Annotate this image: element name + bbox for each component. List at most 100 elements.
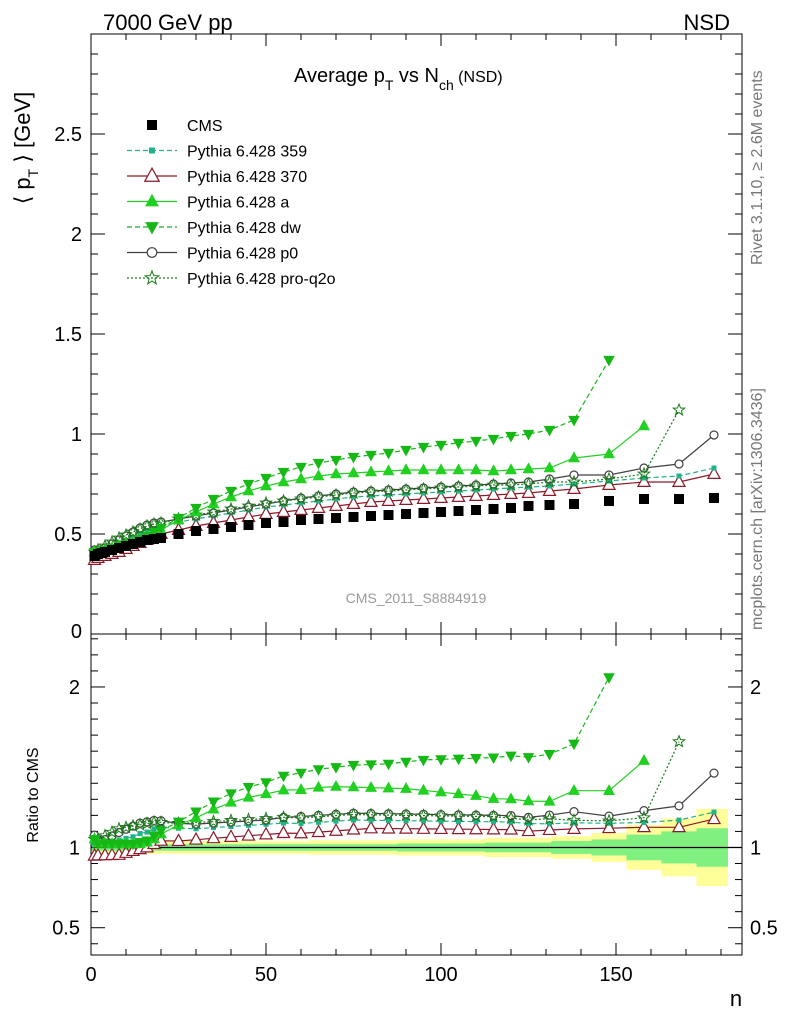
ratio-y-tick-label-right: 2	[750, 677, 761, 699]
data-point-pq2o	[636, 466, 652, 481]
legend-marker-pdw	[145, 222, 159, 235]
ratio-point-p359	[456, 818, 461, 824]
ratio-y-tick-label-right: 1	[750, 837, 761, 859]
ratio-point-pdw	[365, 760, 377, 771]
data-point-pq2o	[503, 477, 519, 492]
ratio-series-pdw	[88, 673, 615, 851]
ratio-point-pdw	[505, 751, 517, 763]
data-point-cms	[348, 512, 359, 522]
ratio-point-p359	[193, 826, 199, 832]
data-point-p359	[351, 494, 356, 500]
data-point-p359	[473, 487, 479, 493]
ratio-point-pdw	[225, 789, 237, 800]
ratio-point-pq2o	[276, 810, 291, 824]
data-point-cms	[226, 522, 236, 532]
data-point-pa	[435, 463, 447, 475]
ratio-point-p359	[316, 819, 321, 825]
ratio-point-pq2o	[521, 812, 536, 826]
ratio-point-p359	[526, 821, 531, 827]
data-point-p359	[386, 492, 391, 498]
data-point-cms	[278, 517, 289, 527]
ratio-point-pa	[487, 792, 500, 803]
data-point-pq2o	[398, 482, 414, 497]
ratio-point-p359	[137, 831, 143, 837]
data-point-pdw	[260, 473, 272, 485]
data-point-pp0	[243, 502, 254, 512]
data-point-p359	[421, 490, 426, 496]
ratio-point-pa	[435, 785, 447, 797]
data-point-pdw	[522, 429, 535, 441]
data-point-pp0	[261, 499, 271, 509]
data-point-cms	[639, 494, 649, 504]
ratio-point-p370	[433, 821, 449, 835]
data-point-pq2o	[293, 491, 309, 506]
ratio-point-p359	[491, 819, 496, 825]
header-right-label: NSD	[684, 10, 730, 35]
ratio-y-tick-label-right: 0.5	[750, 918, 778, 940]
legend-marker-pq2o	[143, 269, 161, 285]
ratio-point-pa	[295, 783, 307, 794]
legend-label-p370: Pythia 6.428 370	[187, 169, 307, 186]
ratio-point-pq2o	[363, 807, 379, 821]
data-point-pa	[277, 475, 290, 487]
data-point-pdw	[172, 513, 185, 525]
ratio-series-pq2o	[87, 734, 687, 846]
ratio-point-p370	[171, 833, 186, 847]
ratio-panel-frame	[90, 633, 743, 956]
ratio-point-p370	[503, 821, 519, 835]
ratio-point-pdw	[312, 765, 325, 776]
ratio-point-p370	[381, 820, 396, 834]
data-point-cms	[366, 511, 376, 521]
legend-label-cms: CMS	[187, 118, 223, 135]
data-point-pq2o	[433, 480, 449, 495]
data-point-cms	[523, 501, 534, 511]
legend-label-pp0: Pythia 6.428 p0	[187, 246, 298, 263]
data-point-cms	[674, 494, 684, 504]
ratio-point-p359	[508, 819, 514, 825]
ratio-point-pq2o	[153, 814, 169, 829]
data-point-p359	[456, 488, 461, 494]
data-point-pdw	[365, 450, 377, 462]
legend-label-pdw: Pythia 6.428 dw	[187, 220, 301, 237]
ratio-point-pa	[242, 790, 255, 802]
data-point-pq2o	[416, 481, 431, 496]
ratio-point-pq2o	[139, 816, 155, 830]
ratio-point-pq2o	[486, 809, 501, 823]
data-point-cms	[100, 547, 110, 557]
x-tick-label: 100	[424, 964, 457, 986]
series-line-pq2o	[94, 409, 680, 553]
ratio-point-p359	[711, 809, 717, 815]
ratio-point-p359	[641, 819, 647, 825]
ratio-point-p359	[547, 821, 552, 827]
data-point-cms	[331, 513, 341, 523]
data-point-p359	[491, 486, 496, 492]
ratio-point-pa	[312, 780, 325, 792]
data-point-pdw	[470, 436, 482, 448]
data-point-cms	[544, 500, 555, 510]
legend-marker-p370	[143, 166, 161, 182]
ratio-point-pdw	[120, 839, 132, 851]
ratio-series-pa	[88, 754, 650, 849]
data-point-pdw	[312, 458, 325, 470]
ratio-series-p370	[87, 811, 722, 861]
ratio-point-p370	[223, 829, 239, 842]
ratio-point-pdw	[543, 750, 556, 761]
ratio-y-tick-label-left: 2	[69, 677, 80, 699]
ratio-point-pdw	[522, 753, 535, 764]
data-point-p370	[542, 483, 557, 496]
ratio-point-pdw	[148, 831, 160, 843]
ratio-point-pdw	[141, 836, 153, 848]
data-point-pq2o	[601, 471, 617, 486]
ratio-line-pq2o	[94, 741, 680, 841]
data-point-pp0	[674, 459, 684, 469]
ratio-point-p370	[671, 819, 687, 833]
data-point-p359	[641, 475, 647, 481]
data-point-pdw	[543, 425, 556, 437]
ratio-point-pq2o	[223, 813, 239, 827]
data-point-cms	[569, 499, 579, 509]
ratio-point-p370	[258, 826, 274, 840]
ratio-point-pq2o	[451, 808, 466, 823]
data-point-pa	[543, 461, 556, 473]
legend-label-pa: Pythia 6.428 a	[187, 195, 289, 212]
legend: CMS Pythia 6.428 359 Pythia 6.428 370 Pythi…	[127, 118, 336, 288]
